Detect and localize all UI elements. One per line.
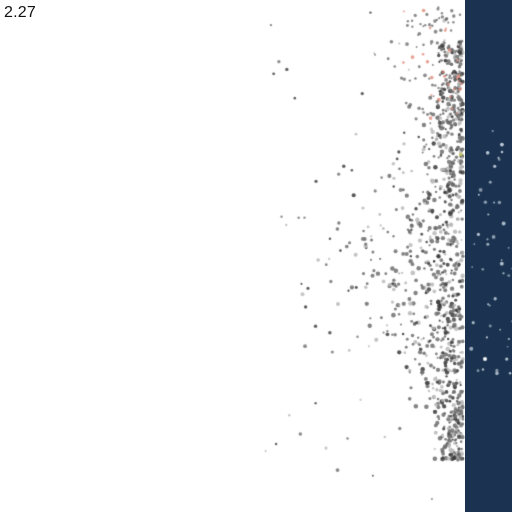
value-readout: 2.27 <box>4 4 36 21</box>
